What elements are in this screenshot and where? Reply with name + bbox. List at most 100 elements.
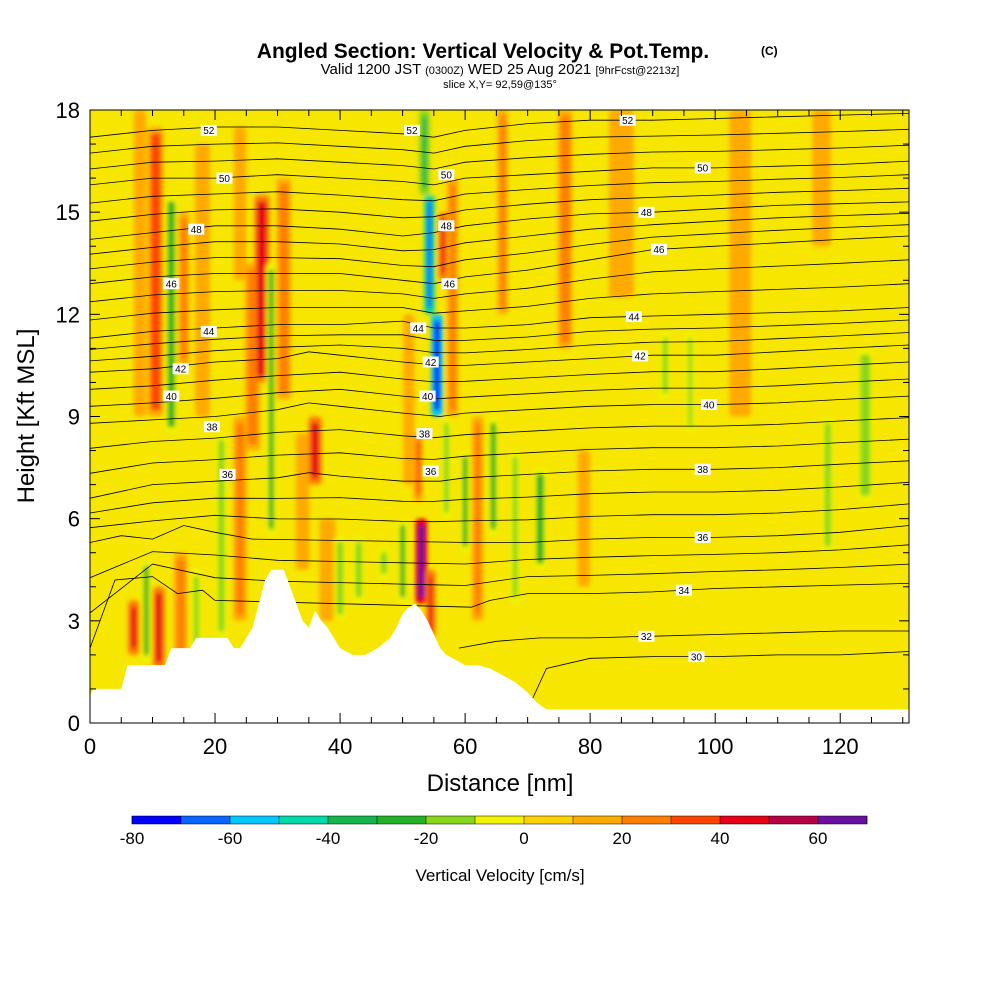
velocity-cell [311,422,319,479]
theta-contour-label: 42 [632,350,649,363]
theta-contour-minor [90,503,909,529]
svg-text:50: 50 [441,171,453,182]
theta-contour-minor [90,319,909,350]
theta-contour-minor [90,332,909,362]
theta-contour-label: 46 [163,278,180,290]
velocity-cell [150,133,161,411]
colorbar-swatch [818,816,867,824]
subtitle-valid-utc: (0300Z) [425,65,464,77]
velocity-cell [218,439,225,632]
velocity-cell [268,269,274,530]
colorbar-swatch [524,816,573,824]
theta-contour-line [90,344,909,373]
velocity-cell [443,422,449,513]
svg-text:48: 48 [441,222,453,233]
theta-contours [90,113,909,710]
velocity-cell [279,184,289,394]
theta-contour-line [90,307,909,339]
colorbar-swatch [671,816,720,824]
theta-contour-label: 50 [438,169,455,182]
colorbar-swatch [279,816,328,824]
velocity-cell [860,354,871,496]
theta-contour-line [527,651,909,710]
svg-text:34: 34 [678,586,690,597]
theta-contour-line [90,395,909,424]
theta-contour-label: 38 [416,428,433,440]
theta-contour-label: 40 [700,399,717,411]
colorbar-tick-label: 40 [711,829,730,848]
theta-contour-minor [90,224,909,270]
velocity-cell [406,320,412,479]
theta-contour-minor [90,544,909,579]
velocity-cell [380,551,387,574]
theta-contour-label: 48 [438,220,455,233]
colorbar-swatch [769,816,818,824]
velocity-cell [427,201,432,309]
svg-text:44: 44 [413,324,425,335]
velocity-cell [560,116,570,343]
velocity-cell [416,439,421,496]
theta-contour-label: 44 [625,311,642,323]
y-tick-label: 3 [68,609,80,634]
svg-text:32: 32 [641,632,653,643]
svg-text:30: 30 [691,652,703,663]
y-tick-label: 0 [68,711,80,736]
plot-area: 30 32 34 36 38 40 42 44 46 48 50 52 52 50 48 46 44 42 40 38… [90,110,909,723]
theta-contour-label: 52 [403,124,420,137]
theta-contour-minor [90,563,909,614]
theta-contour-line [90,235,909,285]
theta-contour-line [90,201,909,240]
theta-contour-label: 36 [219,468,236,481]
theta-contour-label: 48 [638,206,655,219]
theta-contour-label: 40 [419,390,436,403]
subtitle-forecast: [9hrFcst@2213z] [595,65,679,77]
colorbar-tick-label: -20 [414,829,439,848]
x-tick-label: 40 [328,734,352,759]
velocity-cell [580,456,588,581]
theta-contour-label: 46 [650,243,667,256]
svg-text:40: 40 [422,392,434,403]
velocity-cell [474,422,481,615]
theta-contour-label: 50 [216,172,233,185]
subtitle-valid-prefix: Valid 1200 JST [321,61,421,78]
theta-contour-minor [90,212,909,255]
svg-text:48: 48 [641,208,653,219]
velocity-cell [418,524,425,598]
colorbar-swatch [328,816,377,824]
theta-contour-label: 52 [619,114,636,127]
theta-contour-minor [90,174,909,204]
velocity-cell [732,116,749,411]
velocity-cell [824,422,831,547]
velocity-cell [130,606,137,649]
velocity-cell [500,116,506,309]
colorbar-swatch [475,816,524,824]
colorbar-swatch [181,816,230,824]
theta-contour-label: 40 [163,390,180,403]
velocity-cell [422,116,427,190]
velocity-cell [336,541,344,615]
velocity-cell [688,337,693,428]
theta-contour-label: 42 [172,363,189,376]
svg-text:44: 44 [203,327,215,338]
velocity-cell [155,592,162,663]
x-tick-label: 80 [578,734,602,759]
theta-contour-minor [90,481,909,514]
velocity-cell [193,575,199,649]
colorbar-swatch [132,816,181,824]
colorbar-swatch [573,816,622,824]
velocity-field [127,110,874,669]
theta-contour-label: 30 [688,651,705,663]
chart-title: Angled Section: Vertical Velocity & Pot.… [257,40,709,63]
velocity-cell [143,565,149,656]
theta-contour-minor [90,361,909,390]
theta-contour-label: 36 [694,531,711,544]
svg-text:48: 48 [191,225,203,236]
theta-contour-labels: 30 32 34 36 38 40 42 44 46 48 50 52 52 50 48 46 44 42 40 38… [163,114,717,663]
svg-text:52: 52 [406,126,418,137]
subtitle-valid-date: WED 25 Aug 2021 [468,61,591,78]
theta-contour-label: 38 [203,421,220,434]
theta-contour-label: 44 [410,322,427,335]
svg-text:38: 38 [697,465,709,476]
colorbar-tick-label: -60 [218,829,243,848]
